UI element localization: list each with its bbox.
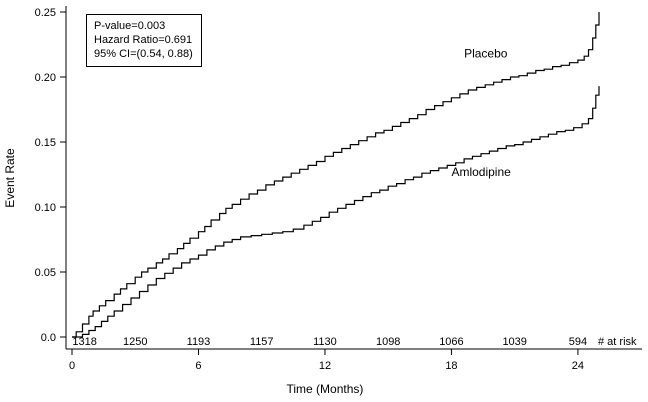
hazard-ratio-text: Hazard Ratio=0.691	[94, 34, 193, 46]
at-risk-count: 1066	[439, 336, 463, 348]
y-tick-label: 0.05	[35, 267, 56, 279]
x-axis-title: Time (Months)	[287, 382, 364, 396]
series-label-placebo: Placebo	[464, 47, 508, 61]
x-tick-label: 18	[445, 360, 457, 372]
at-risk-count: 1193	[187, 336, 211, 348]
at-risk-count: 1039	[502, 336, 526, 348]
x-tick-label: 12	[319, 360, 331, 372]
stats-annotation-box: P-value=0.003 Hazard Ratio=0.691 95% CI=…	[86, 14, 202, 67]
confidence-interval-text: 95% CI=(0.54, 0.88)	[94, 48, 193, 60]
at-risk-count: 1318	[72, 336, 96, 348]
x-tick-label: 24	[572, 360, 584, 372]
x-tick-label: 6	[195, 360, 201, 372]
y-tick-label: 0.25	[35, 7, 56, 19]
at-risk-count: 1250	[123, 336, 147, 348]
y-tick-label: 0.10	[35, 202, 56, 214]
y-axis-title: Event Rate	[3, 148, 17, 208]
y-tick-label: 0.15	[35, 137, 56, 149]
at-risk-count: 1130	[313, 336, 337, 348]
y-tick-label: 0.0	[41, 332, 56, 344]
series-path-amlodipine	[72, 86, 600, 338]
series-path-placebo	[72, 12, 600, 338]
at-risk-count: 1098	[376, 336, 400, 348]
x-tick-label: 0	[69, 360, 75, 372]
at-risk-label: # at risk	[598, 336, 637, 348]
at-risk-count: 1157	[250, 336, 274, 348]
series-label-amlodipine: Amlodipine	[451, 165, 511, 179]
p-value-text: P-value=0.003	[94, 20, 166, 32]
y-tick-label: 0.20	[35, 72, 56, 84]
at-risk-count: 594	[569, 336, 587, 348]
